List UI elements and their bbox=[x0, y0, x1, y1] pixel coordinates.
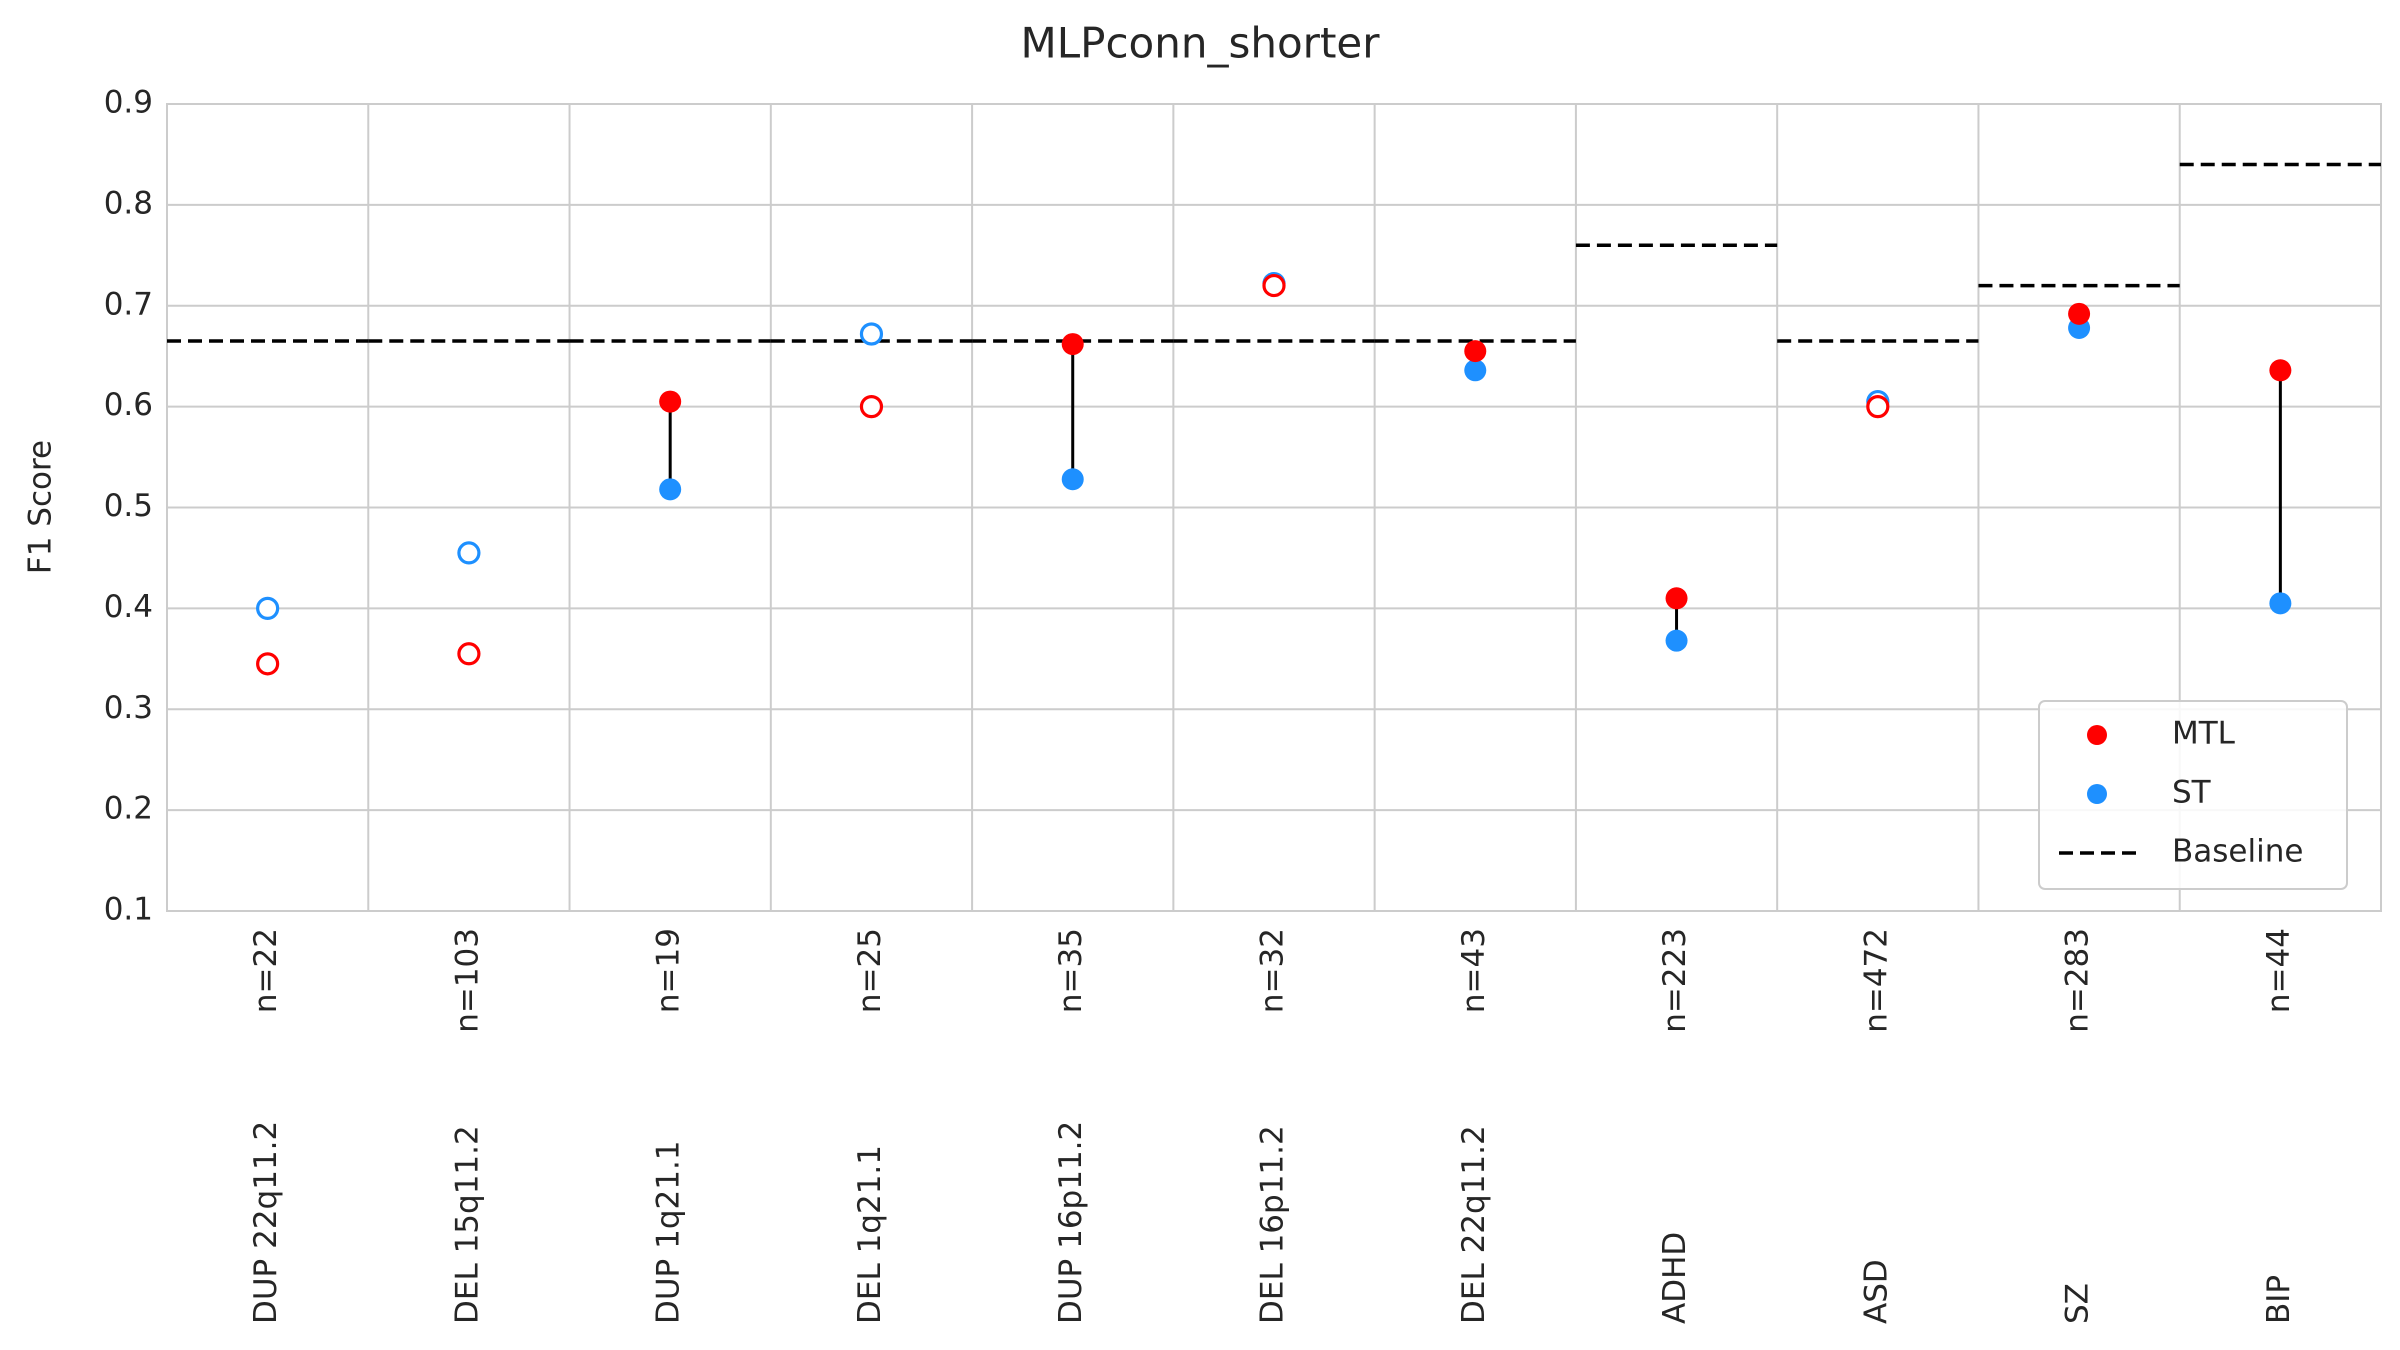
point bbox=[659, 390, 682, 413]
y-tick-label: 0.1 bbox=[104, 892, 153, 928]
x-tick-label: DEL 15q11.2 bbox=[449, 1125, 485, 1324]
x-tick-sample-size: n=44 bbox=[2261, 928, 2297, 1013]
point bbox=[659, 478, 682, 501]
x-tick-sample-size: n=35 bbox=[1053, 928, 1089, 1013]
x-tick-sample-size: n=472 bbox=[1858, 928, 1894, 1033]
x-tick-label: DEL 22q11.2 bbox=[1456, 1125, 1492, 1324]
x-tick-label: DUP 1q21.1 bbox=[651, 1140, 687, 1324]
point bbox=[1464, 359, 1487, 382]
x-tick-label: DEL 16p11.2 bbox=[1255, 1125, 1291, 1324]
y-axis-label: F1 Score bbox=[23, 440, 59, 574]
x-tick-sample-size: n=43 bbox=[1456, 928, 1492, 1013]
legend-marker bbox=[2087, 784, 2107, 804]
chart-title: MLPconn_shorter bbox=[1020, 19, 1380, 68]
y-tick-label: 0.4 bbox=[104, 589, 153, 625]
x-tick-label: DEL 1q21.1 bbox=[852, 1145, 888, 1324]
point bbox=[1665, 587, 1688, 610]
point bbox=[1866, 395, 1890, 419]
legend-label: ST bbox=[2172, 775, 2212, 811]
point bbox=[2068, 302, 2091, 325]
x-tick-label: BIP bbox=[2261, 1275, 2297, 1324]
y-tick-label: 0.3 bbox=[104, 690, 153, 726]
x-tick-sample-size: n=32 bbox=[1255, 928, 1291, 1013]
x-tick-sample-size: n=22 bbox=[248, 928, 284, 1013]
legend: MTL ST Baseline bbox=[2038, 700, 2348, 890]
point bbox=[2269, 592, 2292, 615]
y-tick-label: 0.5 bbox=[104, 488, 153, 524]
point bbox=[1061, 333, 1084, 356]
legend-box bbox=[2038, 700, 2348, 890]
x-tick-sample-size: n=19 bbox=[651, 928, 687, 1013]
x-tick-label: ADHD bbox=[1657, 1232, 1693, 1324]
y-tick-label: 0.8 bbox=[104, 185, 153, 221]
x-tick-sample-size: n=283 bbox=[2060, 928, 2096, 1033]
x-tick-label: DUP 22q11.2 bbox=[248, 1121, 284, 1324]
legend-marker bbox=[2087, 725, 2107, 745]
point bbox=[2269, 359, 2292, 382]
point bbox=[256, 596, 280, 620]
point bbox=[1464, 340, 1487, 363]
legend-label: MTL bbox=[2172, 716, 2236, 752]
x-tick-sample-size: n=103 bbox=[449, 928, 485, 1033]
x-tick-label: DUP 16p11.2 bbox=[1053, 1121, 1089, 1324]
point bbox=[1665, 629, 1688, 652]
point bbox=[859, 322, 884, 346]
plot-frame bbox=[166, 103, 2382, 912]
point bbox=[457, 642, 481, 666]
y-tick-label: 0.6 bbox=[104, 387, 153, 423]
y-tick-label: 0.7 bbox=[104, 286, 153, 322]
x-tick-label: SZ bbox=[2060, 1283, 2096, 1324]
x-tick-sample-size: n=223 bbox=[1657, 928, 1693, 1033]
point bbox=[1061, 468, 1084, 491]
x-tick-label: ASD bbox=[1858, 1259, 1894, 1324]
point bbox=[256, 652, 280, 676]
y-tick-label: 0.9 bbox=[104, 85, 153, 121]
point bbox=[859, 395, 884, 419]
point bbox=[1262, 273, 1286, 298]
legend-label: Baseline bbox=[2172, 834, 2303, 870]
point bbox=[457, 541, 481, 565]
y-tick-label: 0.2 bbox=[104, 791, 153, 827]
x-tick-sample-size: n=25 bbox=[852, 928, 888, 1013]
